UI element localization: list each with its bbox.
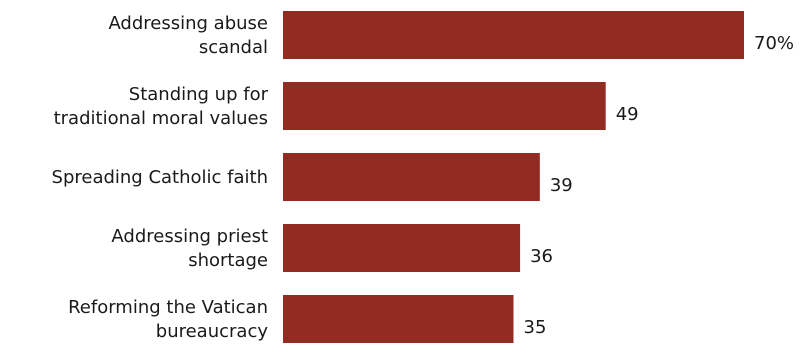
category-label-1-line-1: traditional moral values [54, 108, 268, 129]
category-label-4: Reforming the Vatican bureaucracy [68, 297, 268, 342]
bar-3 [283, 224, 521, 272]
category-label-1-line-0: Standing up for [129, 84, 269, 105]
value-label-0: 70% [754, 33, 794, 54]
category-label-2-line-0: Spreading Catholic faith [52, 167, 268, 188]
bar-2 [283, 153, 540, 201]
category-label-3: Addressing priest shortage [111, 226, 268, 271]
category-label-0-line-0: Addressing abuse [108, 13, 268, 34]
category-label-2: Spreading Catholic faith [52, 167, 268, 188]
value-label-1: 49 [616, 104, 639, 125]
category-label-4-line-0: Reforming the Vatican [68, 297, 268, 318]
category-label-0: Addressing abuse scandal [108, 13, 268, 58]
bar-4 [283, 295, 514, 343]
category-label-3-line-1: shortage [188, 250, 268, 271]
bar-1 [283, 82, 606, 130]
category-label-0-line-1: scandal [199, 37, 268, 58]
value-label-2: 39 [550, 175, 573, 196]
category-label-1: Standing up for traditional moral values [54, 84, 269, 129]
bar-0 [283, 11, 744, 59]
category-label-3-line-0: Addressing priest [111, 226, 268, 247]
value-label-4: 35 [524, 317, 547, 338]
category-label-4-line-1: bureaucracy [156, 321, 269, 342]
value-label-3: 36 [530, 246, 553, 267]
